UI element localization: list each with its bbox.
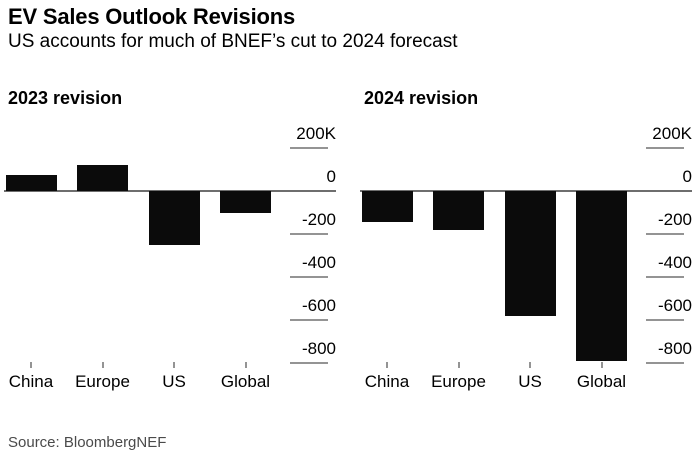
panel-heading-2023: 2023 revision <box>8 88 123 108</box>
bar-us <box>504 191 556 316</box>
y-axis-tick-line <box>646 276 684 279</box>
y-axis-tick-line <box>646 319 684 322</box>
y-axis-tick-label: 0 <box>682 167 692 186</box>
y-axis-tick-label: -200 <box>301 210 336 230</box>
category-label: US <box>518 372 542 391</box>
bar-us <box>148 191 200 245</box>
bar-global <box>576 191 627 362</box>
x-axis-tick-line <box>101 362 104 368</box>
y-axis-tick-line <box>290 362 328 365</box>
y-axis-tick-line <box>290 233 328 236</box>
x-axis-tick-line <box>386 362 388 368</box>
y-axis-tick-label: 0 <box>326 167 336 186</box>
y-axis-tick-label: -800 <box>301 339 336 359</box>
y-axis-tick-label: -600 <box>657 296 692 316</box>
plot-area-2023: 200K 0 -200 -400 -600 -800 China Europe US Global <box>4 116 336 391</box>
y-axis-tick-line <box>290 276 328 279</box>
category-label: China <box>8 372 54 391</box>
category-label: Europe <box>431 372 486 391</box>
y-axis-tick-line <box>290 319 328 322</box>
x-axis-tick-line <box>457 362 460 368</box>
y-axis-tick-line <box>646 233 684 236</box>
page-title: EV Sales Outlook Revisions <box>8 4 296 29</box>
category-label: China <box>364 372 410 391</box>
bar-europe <box>77 165 128 191</box>
y-axis-tick-label: -800 <box>657 339 692 359</box>
y-axis-tick-label: -600 <box>301 296 336 316</box>
x-axis-tick-line <box>600 362 603 368</box>
category-label: Global <box>576 372 627 391</box>
x-axis-tick-line <box>529 362 531 368</box>
bar-china <box>361 191 413 223</box>
x-axis-tick-line <box>244 362 247 368</box>
source-attribution: Source: BloombergNEF <box>8 434 167 451</box>
y-axis-tick-label: -400 <box>301 253 336 273</box>
bar-china <box>5 174 57 191</box>
y-axis-tick-line <box>646 362 684 365</box>
y-axis-tick-label: -400 <box>657 253 692 273</box>
y-axis-tick-line <box>290 146 328 149</box>
chart-panel-2024-revision: 2024 revision 200K 0 -200 -400 -600 -800 China… <box>360 88 692 394</box>
y-axis-tick-label: 200K <box>652 123 692 143</box>
y-axis-tick-label: -200 <box>657 210 692 230</box>
y-axis-tick-label: 200K <box>296 123 336 143</box>
chart-panel-2023-revision: 2023 revision 200K 0 -200 -400 -600 -800 China… <box>4 88 336 394</box>
y-axis-tick-line <box>646 146 684 149</box>
category-label: Global <box>220 372 271 391</box>
category-label: US <box>162 372 186 391</box>
panel-heading-2024: 2024 revision <box>364 88 479 108</box>
x-axis-tick-line <box>30 362 32 368</box>
plot-area-2024: 200K 0 -200 -400 -600 -800 China Europe US Global <box>360 116 692 391</box>
bar-global <box>220 191 271 213</box>
category-label: Europe <box>75 372 130 391</box>
page-subtitle: US accounts for much of BNEF’s cut to 20… <box>8 31 458 52</box>
bar-europe <box>433 191 484 230</box>
x-axis-tick-line <box>173 362 175 368</box>
